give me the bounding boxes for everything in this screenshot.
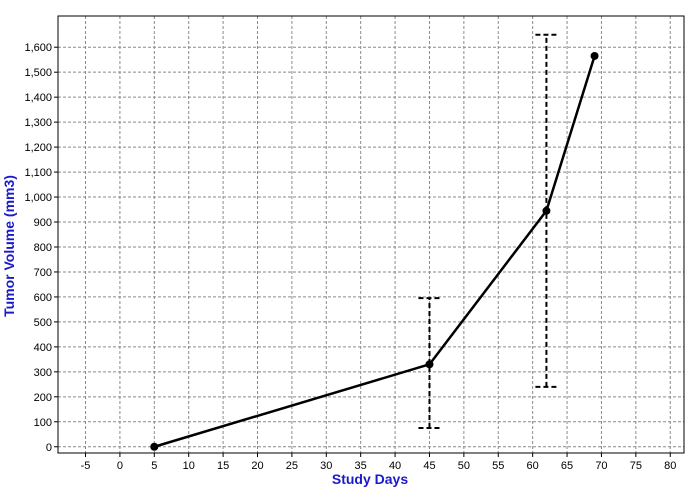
y-tick-label: 1,000 [24,192,52,204]
series-line [153,55,596,448]
x-tick-label: 40 [389,460,401,472]
x-tick-label: 75 [630,460,642,472]
y-tick-label: 800 [34,242,52,254]
grid [58,16,684,453]
y-tick-label: 1,100 [24,167,52,179]
x-tick-label: 20 [251,460,263,472]
y-tick-label: 1,400 [24,92,52,104]
x-tick-label: 45 [423,460,435,472]
y-tick-label: 600 [34,292,52,304]
x-tick-label: 35 [355,460,367,472]
x-tick-label: 55 [492,460,504,472]
x-axis-title: Study Days [332,471,408,487]
y-tick-label: 100 [34,417,52,429]
y-tick-label: 0 [46,442,52,454]
y-tick-label: 900 [34,217,52,229]
x-tick-label: 0 [117,460,123,472]
x-tick-label: 25 [286,460,298,472]
y-tick-label: 1,600 [24,42,52,54]
x-tick-label: -5 [81,460,91,472]
x-tick-label: 5 [151,460,157,472]
y-tick-label: 1,300 [24,117,52,129]
y-tick-label: 300 [34,367,52,379]
data-point [542,206,551,215]
x-tick-label: 15 [217,460,229,472]
y-tick-label: 1,200 [24,142,52,154]
x-tick-label: 10 [183,460,195,472]
x-tick-label: 50 [458,460,470,472]
x-tick-label: 80 [664,460,676,472]
y-tick-label: 400 [34,342,52,354]
x-axis-ticks: -5 0 5 10 15 20 25 30 35 40 45 50 55 60 65 70 75 80 [81,453,676,472]
y-tick-label: 1,500 [24,67,52,79]
plot-area-frame [57,15,685,454]
y-tick-label: 700 [34,267,52,279]
y-axis-ticks: 0 100 200 300 400 500 600 700 800 900 1,000 1,100 1,… [24,42,58,454]
x-tick-label: 30 [320,460,332,472]
y-tick-label: 500 [34,317,52,329]
x-tick-label: 70 [595,460,607,472]
data-series [150,51,599,451]
y-axis-title: Tumor Volume (mm3) [1,175,17,317]
x-tick-label: 60 [527,460,539,472]
data-point [150,442,159,451]
data-point [590,51,599,60]
data-point [425,360,434,369]
y-tick-label: 200 [34,392,52,404]
x-tick-label: 65 [561,460,573,472]
